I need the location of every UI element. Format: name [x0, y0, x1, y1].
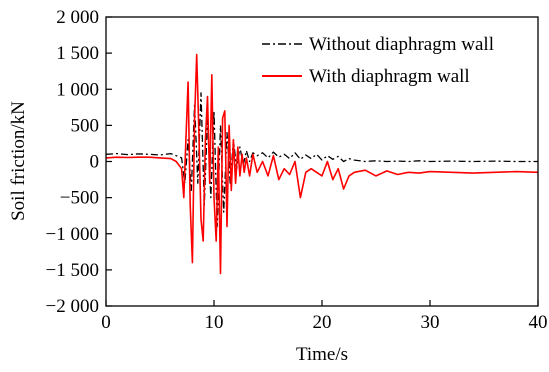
- y-tick-label: 1 000: [56, 79, 99, 100]
- x-axis: 0 10 20 30 40: [101, 300, 548, 333]
- y-tick-label: −2 000: [46, 296, 99, 317]
- y-tick-label: −1 000: [46, 224, 99, 245]
- y-tick-label: 0: [90, 152, 100, 173]
- y-tick-label: −1 500: [46, 260, 99, 281]
- series-line-with-wall: [106, 53, 538, 275]
- series-line-without-wall: [106, 92, 538, 228]
- x-axis-label: Time/s: [296, 344, 348, 365]
- y-tick-label: −500: [60, 188, 99, 209]
- legend: Without diaphragm wall With diaphragm wal…: [262, 34, 494, 87]
- legend-label: With diaphragm wall: [309, 66, 470, 87]
- legend-label: Without diaphragm wall: [309, 34, 494, 55]
- y-axis: 2 000 1 500 1 000 500 0 −500 −1 000 −1 500 −2 00…: [46, 7, 112, 317]
- y-tick-label: 500: [71, 115, 100, 136]
- x-tick-label: 0: [101, 312, 111, 333]
- x-tick-label: 30: [421, 312, 440, 333]
- series-layer: [106, 53, 538, 275]
- x-tick-label: 20: [313, 312, 332, 333]
- y-axis-label: Soil friction/kN: [8, 101, 29, 221]
- x-tick-label: 10: [205, 312, 224, 333]
- x-tick-label: 40: [529, 312, 548, 333]
- y-tick-label: 2 000: [56, 7, 99, 28]
- plot-frame: [105, 16, 539, 307]
- y-tick-label: 1 500: [56, 43, 99, 64]
